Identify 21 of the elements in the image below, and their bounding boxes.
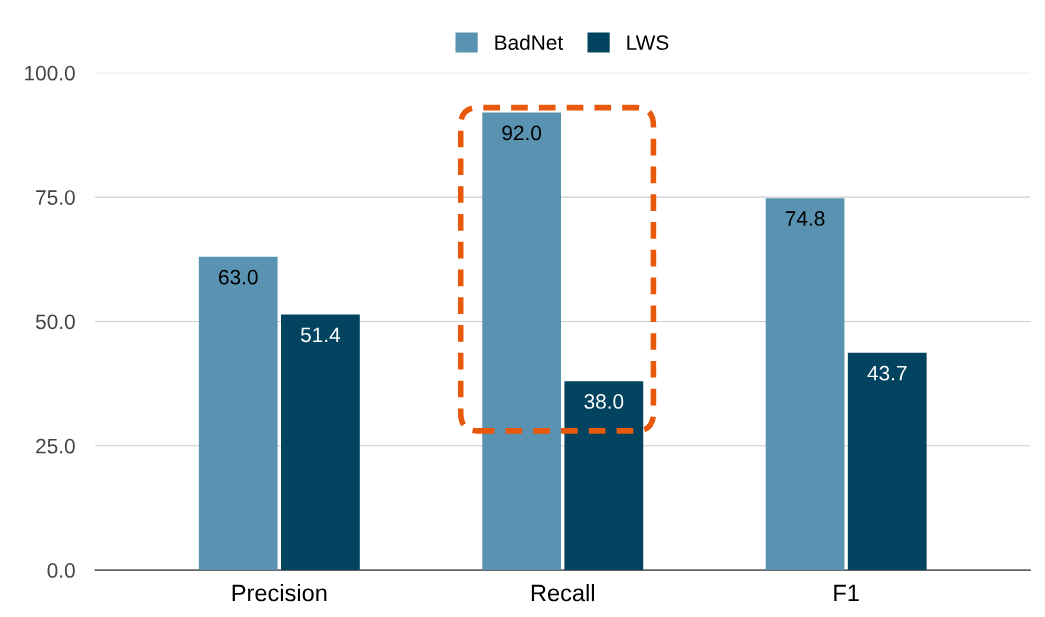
bar [564,381,644,571]
y-tick-label: 25.0 [36,438,75,454]
x-tick-label: F1 [834,584,859,602]
data-label: 74.8 [785,211,825,226]
y-tick-label: 0.0 [47,563,75,578]
bar [198,256,278,571]
bar [847,352,927,571]
y-tick-label: 75.0 [36,190,75,205]
legend-label: LWS [627,35,669,50]
data-label: 43.7 [867,365,907,381]
x-tick-label: Recall [531,584,594,602]
data-label: 38.0 [584,394,624,409]
y-tick-label: 100.0 [25,65,75,81]
bar [281,314,360,571]
x-tick-label: Precision [232,584,327,602]
legend-label: BadNet [495,34,564,50]
data-label: 92.0 [502,125,542,141]
y-tick-label: 50.0 [35,314,75,330]
bar [765,198,845,571]
data-label: 63.0 [219,269,258,285]
data-label: 51.4 [300,327,341,343]
